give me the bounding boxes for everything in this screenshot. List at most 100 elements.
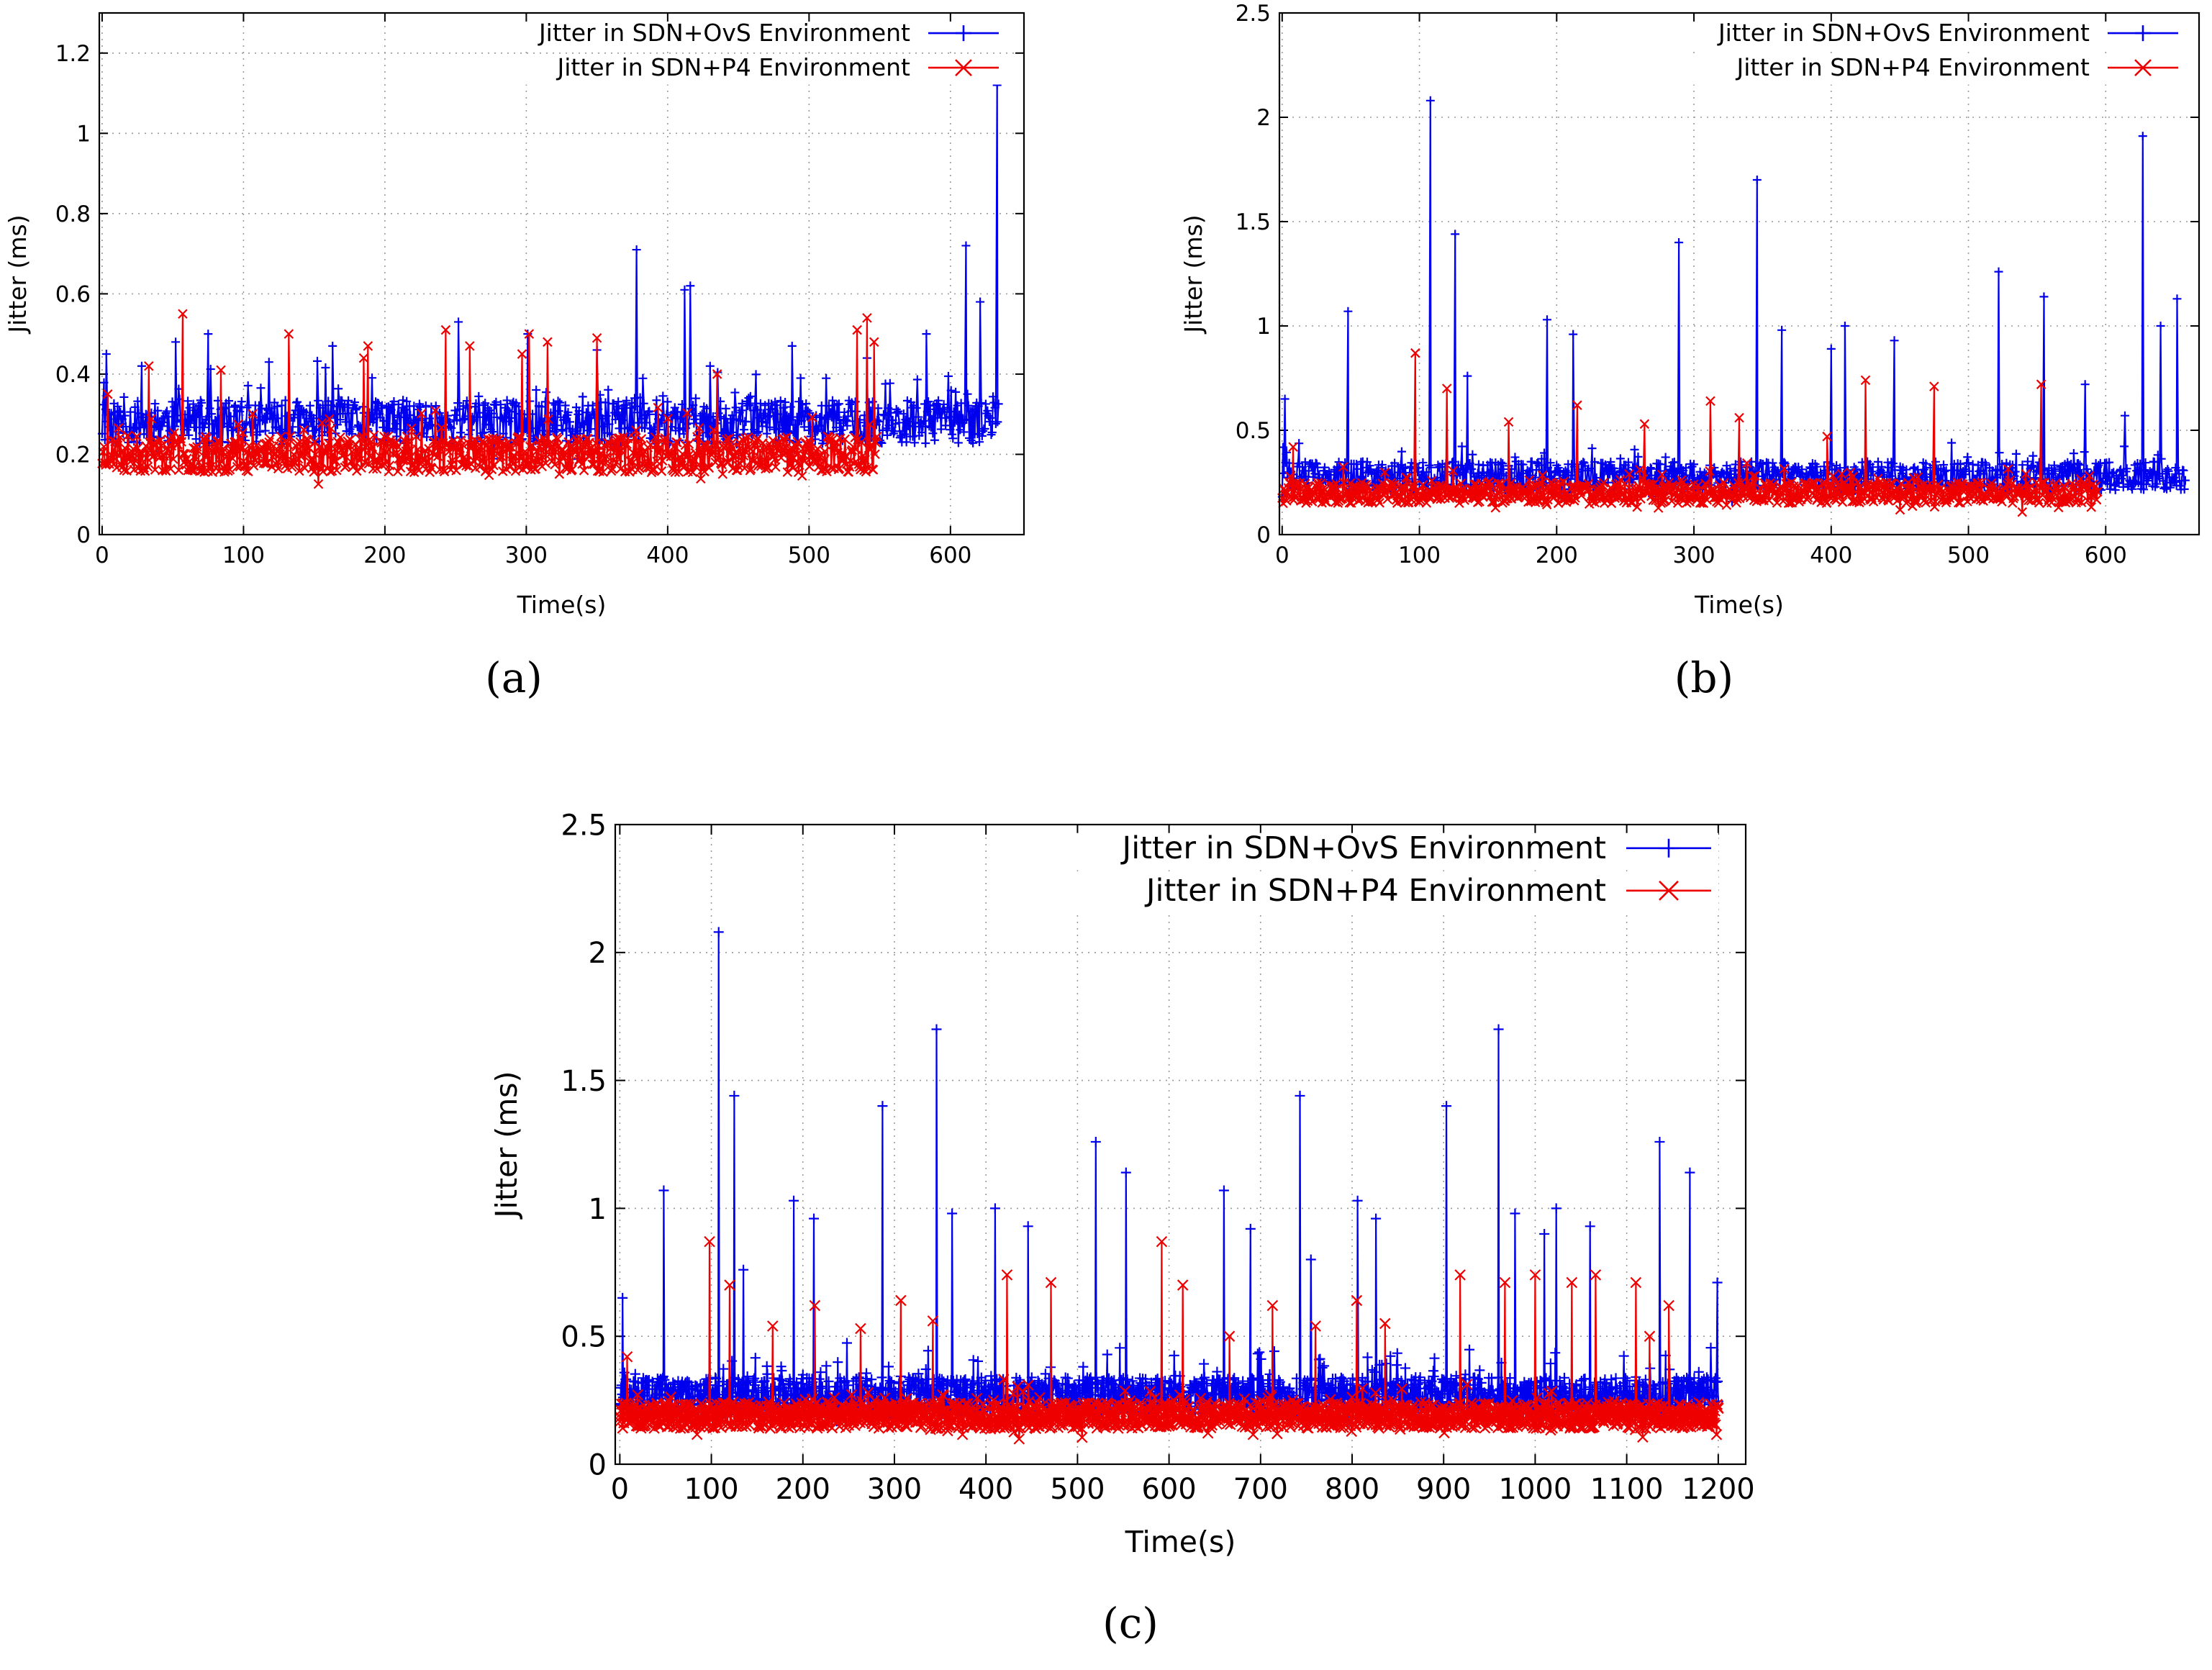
data-point <box>548 423 557 432</box>
data-point <box>406 410 415 419</box>
x-tick-label: 1000 <box>1499 1473 1572 1506</box>
data-point <box>187 414 196 424</box>
data-point <box>505 407 515 417</box>
data-point <box>168 397 177 407</box>
data-point <box>260 426 270 435</box>
x-tick-label: 300 <box>505 543 548 568</box>
y-tick-label: 0.8 <box>55 201 91 227</box>
data-point <box>615 424 624 433</box>
data-point <box>532 385 541 394</box>
data-point <box>331 429 340 438</box>
data-point <box>451 410 461 419</box>
data-point <box>370 405 379 414</box>
x-tick-label: 200 <box>776 1473 830 1506</box>
data-point <box>581 417 590 426</box>
data-point <box>318 401 327 410</box>
y-tick-label: 0.6 <box>55 282 91 308</box>
data-point <box>293 397 302 407</box>
data-point <box>730 414 739 424</box>
data-point <box>170 402 179 412</box>
data-point <box>162 407 171 416</box>
data-point <box>321 363 330 372</box>
data-point <box>556 398 565 407</box>
data-point <box>581 408 591 417</box>
data-point <box>314 396 323 405</box>
panel-label: (b) <box>1674 653 1733 702</box>
data-point <box>453 399 463 408</box>
data-point <box>681 424 690 433</box>
data-point <box>639 399 648 408</box>
data-point <box>334 384 343 394</box>
x-axis-title: Time(s) <box>517 591 607 619</box>
data-point <box>302 408 311 417</box>
data-point <box>604 419 614 429</box>
data-point <box>537 402 546 412</box>
data-point <box>389 396 399 406</box>
data-point <box>133 396 142 406</box>
data-point <box>338 409 348 419</box>
x-tick-label: 0 <box>611 1473 629 1506</box>
x-tick-label: 300 <box>867 1473 922 1506</box>
y-tick-label: 1 <box>76 121 91 147</box>
data-point <box>561 401 570 410</box>
data-point <box>554 407 563 416</box>
data-point <box>189 422 199 432</box>
x-tick-label: 1200 <box>1682 1473 1755 1506</box>
data-point <box>586 425 596 434</box>
data-point <box>690 414 699 424</box>
data-point <box>578 392 587 401</box>
data-point <box>566 417 575 427</box>
data-point <box>636 414 645 423</box>
data-point <box>243 381 253 391</box>
data-point <box>677 399 686 409</box>
data-point <box>379 422 388 432</box>
data-point <box>635 393 645 402</box>
data-point <box>99 400 108 409</box>
legend-label: Jitter in SDN+OvS Environment <box>1717 19 2090 47</box>
y-tick-label: 0.5 <box>561 1321 607 1354</box>
data-point <box>542 388 551 397</box>
data-point <box>391 419 400 428</box>
data-point <box>691 394 700 403</box>
x-tick-label: 500 <box>1947 543 1990 568</box>
x-tick-label: 200 <box>1536 543 1578 568</box>
data-point <box>341 417 350 427</box>
data-point <box>645 407 654 416</box>
data-point <box>455 428 465 437</box>
data-point <box>332 402 341 412</box>
data-point <box>273 414 283 423</box>
data-point <box>386 405 396 414</box>
data-point <box>652 396 661 405</box>
data-point <box>204 330 213 339</box>
data-point <box>642 418 651 427</box>
data-point <box>721 404 730 413</box>
data-point <box>158 413 168 422</box>
data-point <box>105 410 114 419</box>
data-point <box>390 425 399 434</box>
data-point <box>344 396 353 405</box>
data-point <box>328 341 337 350</box>
data-point <box>491 397 501 407</box>
data-point <box>206 365 215 374</box>
data-point <box>454 317 463 327</box>
data-point <box>602 428 612 437</box>
data-point <box>574 406 584 415</box>
data-point <box>632 245 641 255</box>
data-point <box>416 402 425 412</box>
data-point <box>352 404 361 413</box>
x-tick-label: 400 <box>1810 543 1852 568</box>
data-point <box>205 404 214 413</box>
data-point <box>267 404 276 413</box>
data-point <box>601 398 610 407</box>
data-point <box>663 397 672 407</box>
data-point <box>619 401 628 410</box>
x-tick-label: 500 <box>1050 1473 1105 1506</box>
data-point <box>237 397 246 407</box>
data-point <box>126 407 135 417</box>
data-point <box>348 429 357 438</box>
data-point <box>201 419 210 429</box>
x-tick-label: 100 <box>222 543 265 568</box>
data-point <box>207 409 216 419</box>
data-point <box>689 401 698 410</box>
data-point <box>121 422 130 431</box>
